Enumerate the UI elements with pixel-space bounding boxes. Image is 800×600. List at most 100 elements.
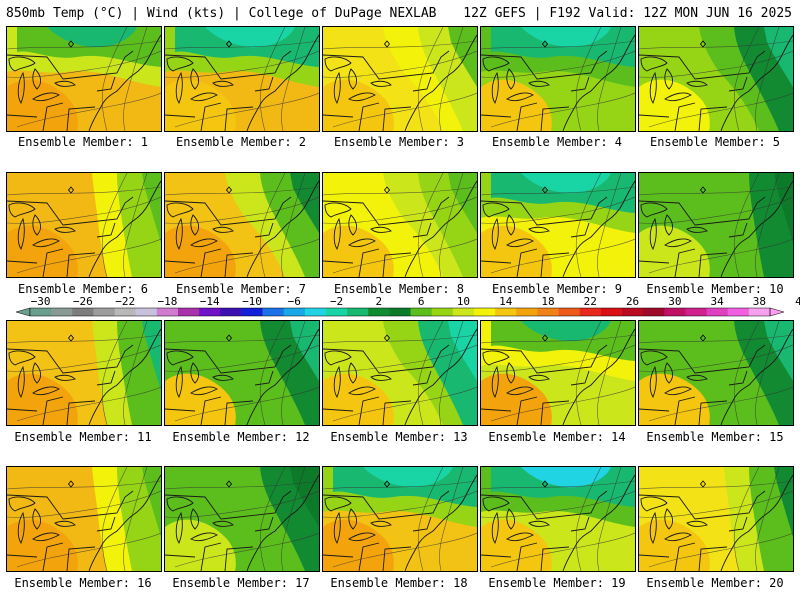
lake-michigan (333, 71, 341, 104)
ensemble-member-map (165, 321, 319, 425)
ensemble-member-map (7, 173, 161, 277)
warm-temp-region (639, 519, 710, 571)
station-diamond-icon (699, 334, 707, 342)
streamline (481, 196, 635, 224)
lake-michigan (649, 511, 657, 544)
streamline (323, 490, 477, 518)
station-diamond-icon (67, 186, 75, 194)
colorbar-swatch (643, 308, 665, 316)
streamline (7, 334, 161, 344)
lake-huron (348, 508, 358, 530)
ensemble-member-label: Ensemble Member: 1 (17, 135, 149, 149)
us-canada-border (639, 490, 766, 520)
cold-temp-region (142, 467, 161, 537)
streamline (481, 334, 635, 344)
state-line (540, 106, 570, 131)
ensemble-member-label: Ensemble Member: 8 (333, 282, 465, 296)
streamline (323, 196, 477, 224)
state-line (96, 516, 116, 532)
streamline (481, 50, 635, 78)
lake-huron (664, 362, 674, 384)
lake-superior (640, 202, 668, 218)
lake-erie (348, 386, 376, 396)
station-diamond-icon (225, 334, 233, 342)
base-map (7, 328, 161, 425)
base-map (165, 328, 319, 425)
lake-michigan (17, 511, 25, 544)
lake-superior (482, 350, 510, 366)
state-line (358, 102, 380, 131)
streamline (7, 40, 161, 50)
base-map (481, 474, 635, 571)
colorbar-tick-label: −2 (330, 295, 343, 308)
colorbar-swatch (220, 308, 242, 316)
warm-temp-region (7, 79, 78, 131)
lake-ontario (54, 80, 76, 87)
lake-superior (482, 56, 510, 72)
ensemble-member-label: Ensemble Member: 2 (175, 135, 307, 149)
streamline (639, 50, 793, 78)
state-line (728, 222, 748, 238)
lake-michigan (175, 217, 183, 250)
lake-michigan (175, 511, 183, 544)
ensemble-member-label: Ensemble Member: 12 (172, 430, 310, 444)
base-map (481, 328, 635, 425)
state-line (540, 546, 570, 571)
streamline (101, 321, 128, 425)
ensemble-member-map (481, 467, 635, 571)
lake-superior (166, 496, 194, 512)
coastline (404, 34, 477, 131)
us-canada-border (323, 50, 450, 80)
ensemble-member-panel (322, 466, 478, 572)
us-canada-border (165, 344, 292, 374)
state-line (254, 516, 274, 532)
wind-streamlines (481, 27, 635, 131)
state-line (200, 396, 222, 425)
warm-temp-region (323, 79, 394, 131)
us-canada-border (7, 196, 134, 226)
streamline (259, 321, 286, 425)
lake-erie (32, 386, 60, 396)
colorbar-swatch (452, 308, 475, 316)
ensemble-member-label: Ensemble Member: 7 (175, 282, 307, 296)
wind-streamlines (165, 467, 319, 571)
station-diamond-icon (225, 186, 233, 194)
state-line (200, 542, 222, 571)
ensemble-member-label: Ensemble Member: 15 (646, 430, 784, 444)
base-map (639, 180, 793, 277)
base-map (481, 180, 635, 277)
wind-streamlines (7, 321, 161, 425)
state-line (674, 542, 696, 571)
streamline (165, 186, 319, 196)
colorbar-swatch (410, 308, 433, 316)
lake-superior (324, 350, 352, 366)
colorbar-swatch (664, 308, 686, 316)
us-canada-border (481, 50, 608, 80)
coastline (88, 474, 161, 571)
state-line (358, 248, 380, 277)
wind-streamlines (481, 173, 635, 277)
colorbar-tick-label: 6 (418, 295, 425, 308)
cold-temp-region (521, 173, 611, 194)
streamline (639, 490, 793, 518)
streamline (16, 92, 161, 128)
coastline (404, 328, 477, 425)
lake-erie (190, 386, 218, 396)
state-line (358, 542, 380, 571)
colorbar-swatch (622, 308, 644, 316)
streamline (165, 50, 319, 78)
streamline (165, 480, 319, 490)
wind-streamlines (639, 27, 793, 131)
lake-michigan (649, 365, 657, 398)
colorbar-swatch (389, 308, 411, 316)
streamline (417, 467, 444, 571)
warm-temp-region (165, 225, 236, 277)
ensemble-member-label: Ensemble Member: 6 (17, 282, 149, 296)
us-canada-border (481, 490, 608, 520)
streamline (323, 40, 477, 50)
ensemble-member-map (639, 321, 793, 425)
ensemble-member-label: Ensemble Member: 9 (491, 282, 623, 296)
state-line (639, 114, 670, 118)
coastline (720, 328, 793, 425)
streamline (481, 40, 635, 50)
